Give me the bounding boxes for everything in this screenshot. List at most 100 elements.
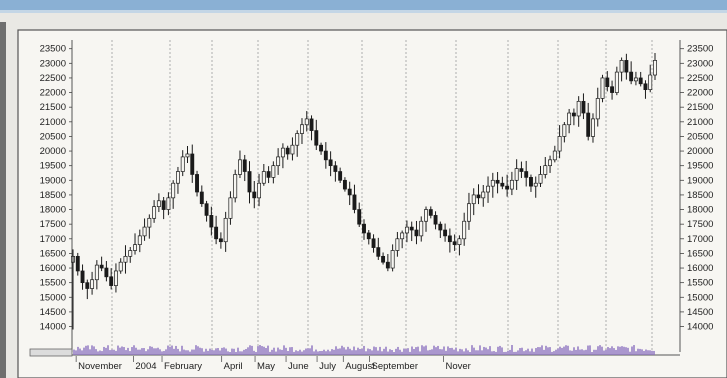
right-tick-label: 14500 — [687, 307, 713, 318]
candle-body — [557, 136, 562, 152]
candle-body — [381, 255, 386, 263]
candle-body — [595, 98, 600, 120]
candle-body — [352, 194, 357, 210]
candle-body — [371, 238, 376, 248]
right-tick-label: 23000 — [687, 58, 713, 69]
candle-body — [180, 156, 185, 172]
candle-body — [462, 220, 467, 240]
candle-body — [529, 177, 533, 187]
right-tick-label: 15500 — [687, 278, 713, 289]
candle-body — [133, 244, 137, 251]
candle-body — [118, 261, 123, 272]
candle-body — [85, 282, 90, 289]
x-tick-label: February — [164, 361, 202, 372]
candle-body — [80, 270, 85, 284]
right-tick-label: 22500 — [687, 73, 713, 84]
left-edge-bar — [0, 22, 6, 378]
candle-body — [247, 171, 252, 193]
candle-body — [400, 232, 405, 240]
left-y-axis-ticks: 14000 14500 15000 15500 16000 16500 17000 17500… — [40, 44, 72, 333]
x-tick-label: June — [288, 361, 309, 372]
left-tick-label: 20000 — [40, 146, 66, 157]
candle-body — [548, 159, 552, 167]
candle-body — [204, 203, 209, 216]
candle-body — [113, 270, 118, 286]
candle-body — [457, 238, 462, 245]
candle-body — [218, 238, 223, 243]
candle-body — [75, 255, 80, 272]
candle-body — [624, 60, 629, 73]
candle-body — [486, 185, 490, 193]
candle-body — [137, 235, 142, 245]
candle-body — [428, 209, 433, 216]
right-tick-label: 19000 — [687, 175, 713, 186]
candle-body — [347, 188, 352, 196]
candle-body — [481, 191, 486, 199]
candle-body — [443, 229, 448, 237]
chart-frame — [17, 29, 727, 378]
candle-body — [567, 112, 572, 126]
right-tick-label: 18500 — [687, 190, 713, 201]
candle-body — [228, 197, 233, 219]
candle-body — [419, 220, 424, 237]
candle-body — [610, 86, 615, 93]
left-tick-label: 14500 — [40, 307, 66, 318]
candle-body — [319, 144, 324, 152]
candle-body — [209, 215, 214, 228]
candle-body — [619, 60, 624, 73]
candle-body — [409, 226, 414, 231]
left-tick-label: 17000 — [40, 234, 66, 245]
x-tick-label: Nover — [445, 361, 470, 372]
candle-body — [390, 250, 395, 269]
candle-body — [467, 203, 471, 222]
candle-body — [185, 153, 190, 158]
candle-body — [328, 159, 333, 167]
candle-body — [538, 174, 543, 184]
candle-body — [362, 223, 366, 234]
candle-body — [571, 112, 576, 117]
x-axis-labels: November 2004 February April May June July Augu… — [75, 356, 471, 372]
right-tick-label: 21000 — [687, 117, 713, 128]
candle-body — [214, 226, 219, 240]
left-tick-label: 18500 — [40, 190, 66, 201]
candle-body — [643, 83, 648, 90]
candle-body — [309, 118, 314, 131]
candle-body — [147, 217, 152, 228]
candle-body — [357, 209, 362, 225]
candle-body — [276, 156, 281, 167]
right-tick-label: 15000 — [687, 292, 713, 303]
right-tick-label: 23500 — [687, 44, 713, 55]
candle-body — [600, 77, 605, 99]
volume-scroll-box — [29, 348, 73, 357]
right-tick-label: 20000 — [687, 146, 713, 157]
left-tick-label: 21500 — [40, 102, 66, 113]
candle-body — [257, 182, 261, 199]
candle-body — [591, 118, 595, 137]
candle-body — [543, 165, 548, 175]
candle-body — [90, 279, 95, 289]
candle-body — [500, 182, 505, 187]
candle-body — [128, 250, 133, 257]
right-tick-label: 22000 — [687, 88, 713, 99]
candle-body — [576, 100, 581, 117]
candle-body — [586, 112, 591, 137]
candle-body — [338, 171, 343, 181]
candle-body — [519, 168, 524, 172]
left-tick-label: 18000 — [40, 205, 66, 216]
candle-body — [295, 133, 300, 146]
candle-body — [438, 223, 443, 231]
right-tick-label: 17000 — [687, 234, 713, 245]
candle-body — [614, 71, 619, 93]
volume-bars — [73, 345, 655, 355]
candle-body — [414, 229, 419, 237]
right-tick-label: 20500 — [687, 131, 713, 142]
left-tick-label: 16000 — [40, 263, 66, 274]
candle-body — [533, 182, 538, 187]
candle-body — [161, 200, 166, 210]
candle-body — [333, 165, 338, 172]
candle-body — [271, 165, 276, 178]
left-tick-label: 16500 — [40, 248, 66, 259]
candle-body — [190, 153, 195, 175]
candle-body — [447, 235, 452, 243]
